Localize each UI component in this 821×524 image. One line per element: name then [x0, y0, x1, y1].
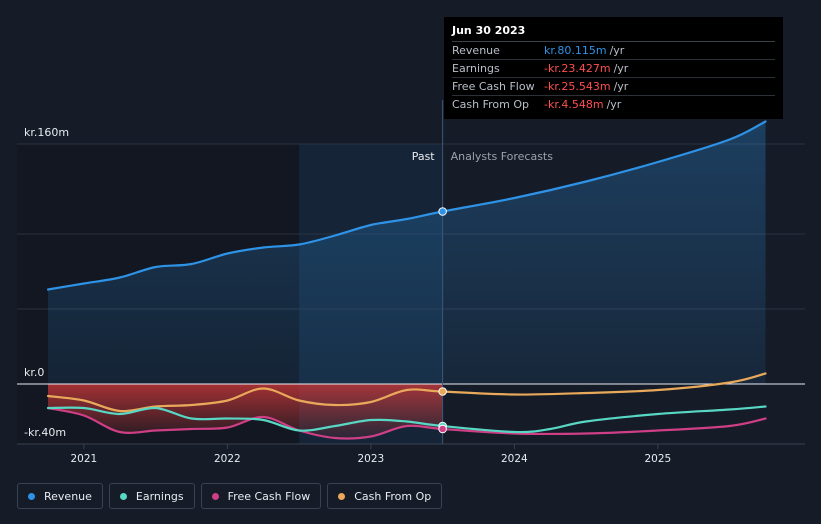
- series-line-free-cash-flow: [46, 406, 767, 440]
- marker-free-cash-flow: [438, 424, 447, 434]
- series-line-earnings: [46, 405, 767, 434]
- tooltip-unit: /yr: [613, 62, 629, 75]
- x-tick-label: 2021: [71, 453, 98, 465]
- tooltip-unit: /yr: [613, 80, 629, 93]
- tooltip-value: -kr.23.427m: [544, 62, 611, 75]
- tooltip-date: Jun 30 2023: [452, 23, 775, 42]
- marker-revenue: [438, 207, 447, 216]
- legend-dot-icon: [211, 492, 219, 500]
- x-tick-label: 2023: [358, 453, 385, 465]
- tooltip-value: kr.80.115m: [544, 44, 607, 57]
- tooltip-value: -kr.4.548m: [544, 98, 604, 111]
- legend-item-earnings[interactable]: Earnings: [108, 483, 195, 509]
- tooltip-value: -kr.25.543m: [544, 80, 611, 93]
- tooltip-label: Revenue: [452, 44, 500, 57]
- y-axis-zero-label: kr.0: [24, 366, 44, 379]
- tooltip-label: Earnings: [452, 62, 500, 75]
- x-tick-label: 2024: [501, 453, 528, 465]
- tooltip-unit: /yr: [606, 98, 622, 111]
- data-tooltip: Jun 30 2023 Revenue kr.80.115m /yr Earni…: [444, 17, 783, 119]
- x-tick-label: 2025: [645, 453, 672, 465]
- x-tick-label: 2022: [214, 453, 241, 465]
- chart-legend: Revenue Earnings Free Cash Flow Cash Fro…: [17, 483, 443, 509]
- tooltip-label: Free Cash Flow: [452, 80, 535, 93]
- legend-label: Earnings: [135, 489, 184, 503]
- tooltip-row-earnings: Earnings -kr.23.427m /yr: [452, 60, 775, 78]
- legend-dot-icon: [338, 492, 346, 500]
- tooltip-row-free-cash-flow: Free Cash Flow -kr.25.543m /yr: [452, 78, 775, 96]
- legend-dot-icon: [28, 492, 35, 500]
- legend-label: Cash From Op: [354, 489, 432, 503]
- legend-label: Revenue: [44, 489, 92, 503]
- tooltip-row-cash-from-op: Cash From Op -kr.4.548m /yr: [452, 96, 775, 113]
- y-axis-bottom-label: -kr.40m: [24, 426, 66, 439]
- forecast-label: Analysts Forecasts: [451, 150, 554, 163]
- y-axis-top-label: kr.160m: [24, 126, 69, 139]
- x-axis-ticks: 2021 2022 2023 2024 2025: [71, 444, 672, 465]
- tooltip-unit: /yr: [609, 44, 625, 57]
- series-line-revenue: [46, 120, 767, 291]
- series-lines: [46, 120, 767, 440]
- legend-item-cash-from-op[interactable]: Cash From Op: [327, 483, 443, 509]
- legend-label: Free Cash Flow: [227, 489, 311, 503]
- tooltip-label: Cash From Op: [452, 98, 530, 111]
- past-label: Past: [412, 150, 436, 163]
- marker-cash-from-op: [438, 387, 447, 396]
- legend-item-revenue[interactable]: Revenue: [17, 483, 103, 509]
- revenue-area: [48, 121, 766, 384]
- series-markers: [438, 207, 447, 434]
- legend-dot-icon: [119, 492, 127, 500]
- legend-item-free-cash-flow[interactable]: Free Cash Flow: [200, 483, 322, 509]
- tooltip-row-revenue: Revenue kr.80.115m /yr: [452, 42, 775, 60]
